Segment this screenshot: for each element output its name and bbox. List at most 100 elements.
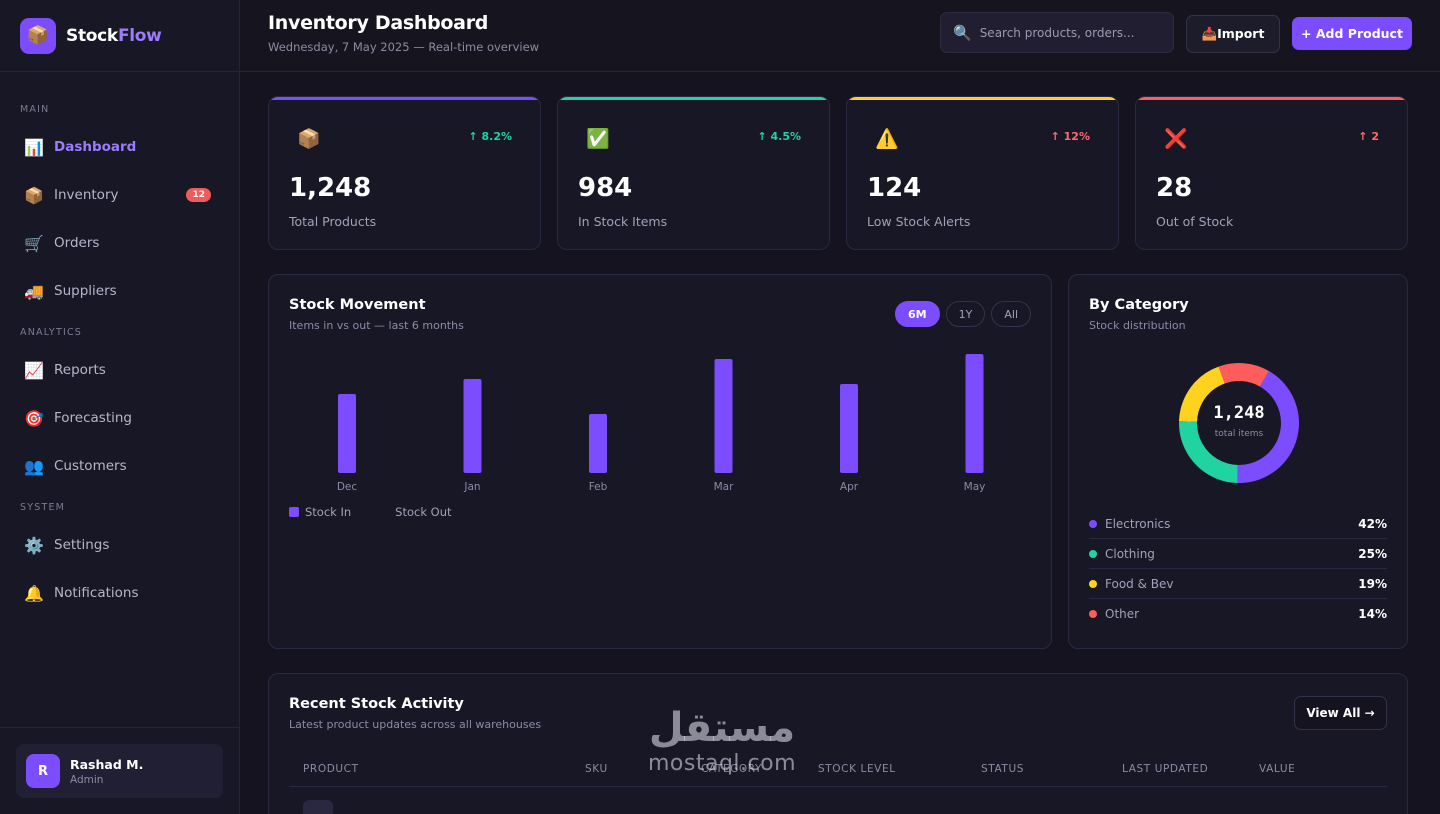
search-box[interactable]: 🔍	[940, 12, 1174, 53]
count-badge: 12	[186, 188, 211, 202]
column-header[interactable]: LAST UPDATED	[1122, 763, 1209, 775]
legend-swatch	[289, 507, 299, 517]
legend-label: Stock In	[305, 505, 352, 519]
category-row: Clothing 25%	[1089, 539, 1387, 569]
category-percent: 14%	[1358, 607, 1387, 621]
sidebar-item-suppliers[interactable]: 🚚 Suppliers	[0, 269, 235, 313]
sidebar-item-label: Reports	[54, 362, 106, 378]
legend-item: Stock Out	[379, 505, 451, 519]
column-header[interactable]: VALUE	[1259, 763, 1296, 775]
user-card[interactable]: R Rashad M. Admin	[16, 744, 223, 798]
sidebar-item-forecasting[interactable]: 🎯 Forecasting	[0, 396, 235, 440]
panel-subtitle: Latest product updates across all wareho…	[289, 718, 542, 731]
column-header[interactable]: STOCK LEVEL	[818, 763, 896, 775]
sidebar-item-customers[interactable]: 👥 Customers	[0, 444, 235, 488]
panel-title: Recent Stock Activity	[289, 696, 464, 712]
stat-card[interactable]: ❌ ↑ 2 28 Out of Stock	[1135, 96, 1408, 250]
trend-indicator: ↑ 8.2%	[468, 130, 512, 143]
page-subtitle: Wednesday, 7 May 2025 — Real-time overvi…	[268, 40, 540, 54]
category-percent: 25%	[1358, 546, 1387, 561]
category-panel: By Category Stock distribution 1,248 tot…	[1068, 274, 1408, 649]
sidebar-item-label: Orders	[54, 235, 100, 251]
brand[interactable]: 📦 StockFlow	[0, 0, 239, 72]
bar-stock-in-mar[interactable]	[714, 359, 733, 473]
x-tick-label: May	[964, 481, 986, 493]
trend-icon: 📈	[24, 360, 44, 380]
sidebar-item-orders[interactable]: 🛒 Orders	[0, 221, 235, 265]
range-pill-all[interactable]: All	[991, 301, 1031, 327]
range-pill-6m[interactable]: 6M	[895, 301, 940, 327]
sidebar-item-label: Dashboard	[54, 139, 137, 155]
stat-card[interactable]: ✅ ↑ 4.5% 984 In Stock Items	[557, 96, 830, 250]
trend-indicator: ↑ 4.5%	[757, 130, 801, 143]
sidebar-item-inventory[interactable]: 📦 Inventory 12	[0, 173, 235, 217]
page-title: Inventory Dashboard	[268, 12, 489, 34]
category-percent: 19%	[1358, 576, 1387, 591]
stat-card[interactable]: ⚠️ ↑ 12% 124 Low Stock Alerts	[846, 96, 1119, 250]
column-header[interactable]: STATUS	[981, 763, 1024, 775]
recent-activity-panel: Recent Stock Activity Latest product upd…	[268, 673, 1408, 814]
stat-label: In Stock Items	[578, 214, 668, 229]
trend-indicator: ↑ 2	[1358, 130, 1379, 143]
add-product-button[interactable]: + Add Product	[1292, 17, 1412, 50]
sidebar-item-label: Forecasting	[54, 410, 133, 426]
trend-indicator: ↑ 12%	[1050, 130, 1090, 143]
category-dot	[1089, 610, 1097, 618]
box-icon: 📦	[24, 185, 44, 205]
view-all-button[interactable]: View All →	[1294, 696, 1387, 730]
bell-icon: 🔔	[24, 583, 44, 603]
category-dot	[1089, 519, 1097, 528]
sidebar-item-settings[interactable]: ⚙️ Settings	[0, 523, 235, 567]
stat-card[interactable]: 📦 ↑ 8.2% 1,248 Total Products	[268, 96, 541, 250]
sidebar-item-reports[interactable]: 📈 Reports	[0, 348, 235, 392]
check-icon: ✅	[586, 128, 610, 150]
stat-value: 28	[1156, 173, 1193, 203]
category-name: Other	[1105, 607, 1140, 621]
accent-bar	[269, 97, 540, 100]
stat-label: Low Stock Alerts	[867, 214, 971, 229]
category-dot	[1089, 549, 1097, 558]
sidebar-item-notifications[interactable]: 🔔 Notifications	[0, 571, 235, 615]
chart-legend: Stock In Stock Out	[289, 505, 452, 519]
column-header[interactable]: SKU	[585, 763, 608, 775]
cart-icon: 🛒	[24, 233, 44, 253]
x-tick-label: Jan	[463, 481, 480, 493]
accent-bar	[558, 97, 829, 100]
import-button[interactable]: 📥Import	[1186, 15, 1280, 53]
legend-item: Stock In	[289, 505, 351, 519]
range-pill-1y[interactable]: 1Y	[945, 301, 986, 327]
bar-stock-in-apr[interactable]	[840, 384, 858, 473]
stock-movement-chart: Dec Jan Feb Mar Apr May	[337, 354, 986, 493]
sidebar-item-label: Suppliers	[54, 283, 117, 299]
accent-bar	[1136, 97, 1407, 100]
bar-stock-in-may[interactable]	[965, 354, 984, 473]
range-toggle: 6M 1Y All	[895, 301, 1031, 327]
stat-value: 984	[578, 173, 633, 203]
sidebar-item-dashboard[interactable]: 📊 Dashboard	[0, 125, 235, 169]
stat-label: Total Products	[289, 214, 377, 229]
divider	[289, 786, 1387, 787]
user-role: Admin	[70, 773, 104, 786]
brand-name: StockFlow	[66, 25, 162, 46]
people-icon: 👥	[24, 456, 44, 476]
donut-slice-clothing[interactable]	[1169, 353, 1308, 492]
search-input[interactable]	[979, 25, 1160, 40]
column-header[interactable]: CATEGORY	[701, 763, 762, 775]
category-donut-chart: 1,248 total items	[1169, 353, 1308, 492]
truck-icon: 🚚	[24, 281, 44, 301]
category-name: Food & Bev	[1105, 576, 1174, 591]
legend-swatch	[379, 507, 389, 517]
bar-stock-in-jan[interactable]	[463, 379, 482, 473]
bar-stock-in-feb[interactable]	[589, 414, 607, 473]
x-tick-label: Feb	[589, 481, 608, 493]
donut-slice-electronics[interactable]	[1169, 353, 1308, 492]
column-header[interactable]: PRODUCT	[303, 763, 359, 775]
cross-icon: ❌	[1164, 128, 1188, 150]
panel-subtitle: Stock distribution	[1089, 319, 1186, 332]
x-tick-label: Dec	[337, 481, 358, 493]
panel-subtitle: Items in vs out — last 6 months	[289, 319, 464, 332]
donut-slice-food-bev[interactable]	[1169, 353, 1308, 492]
category-row: Electronics 42%	[1089, 509, 1387, 539]
accent-bar	[847, 97, 1118, 100]
bar-stock-in-dec[interactable]	[338, 394, 356, 473]
